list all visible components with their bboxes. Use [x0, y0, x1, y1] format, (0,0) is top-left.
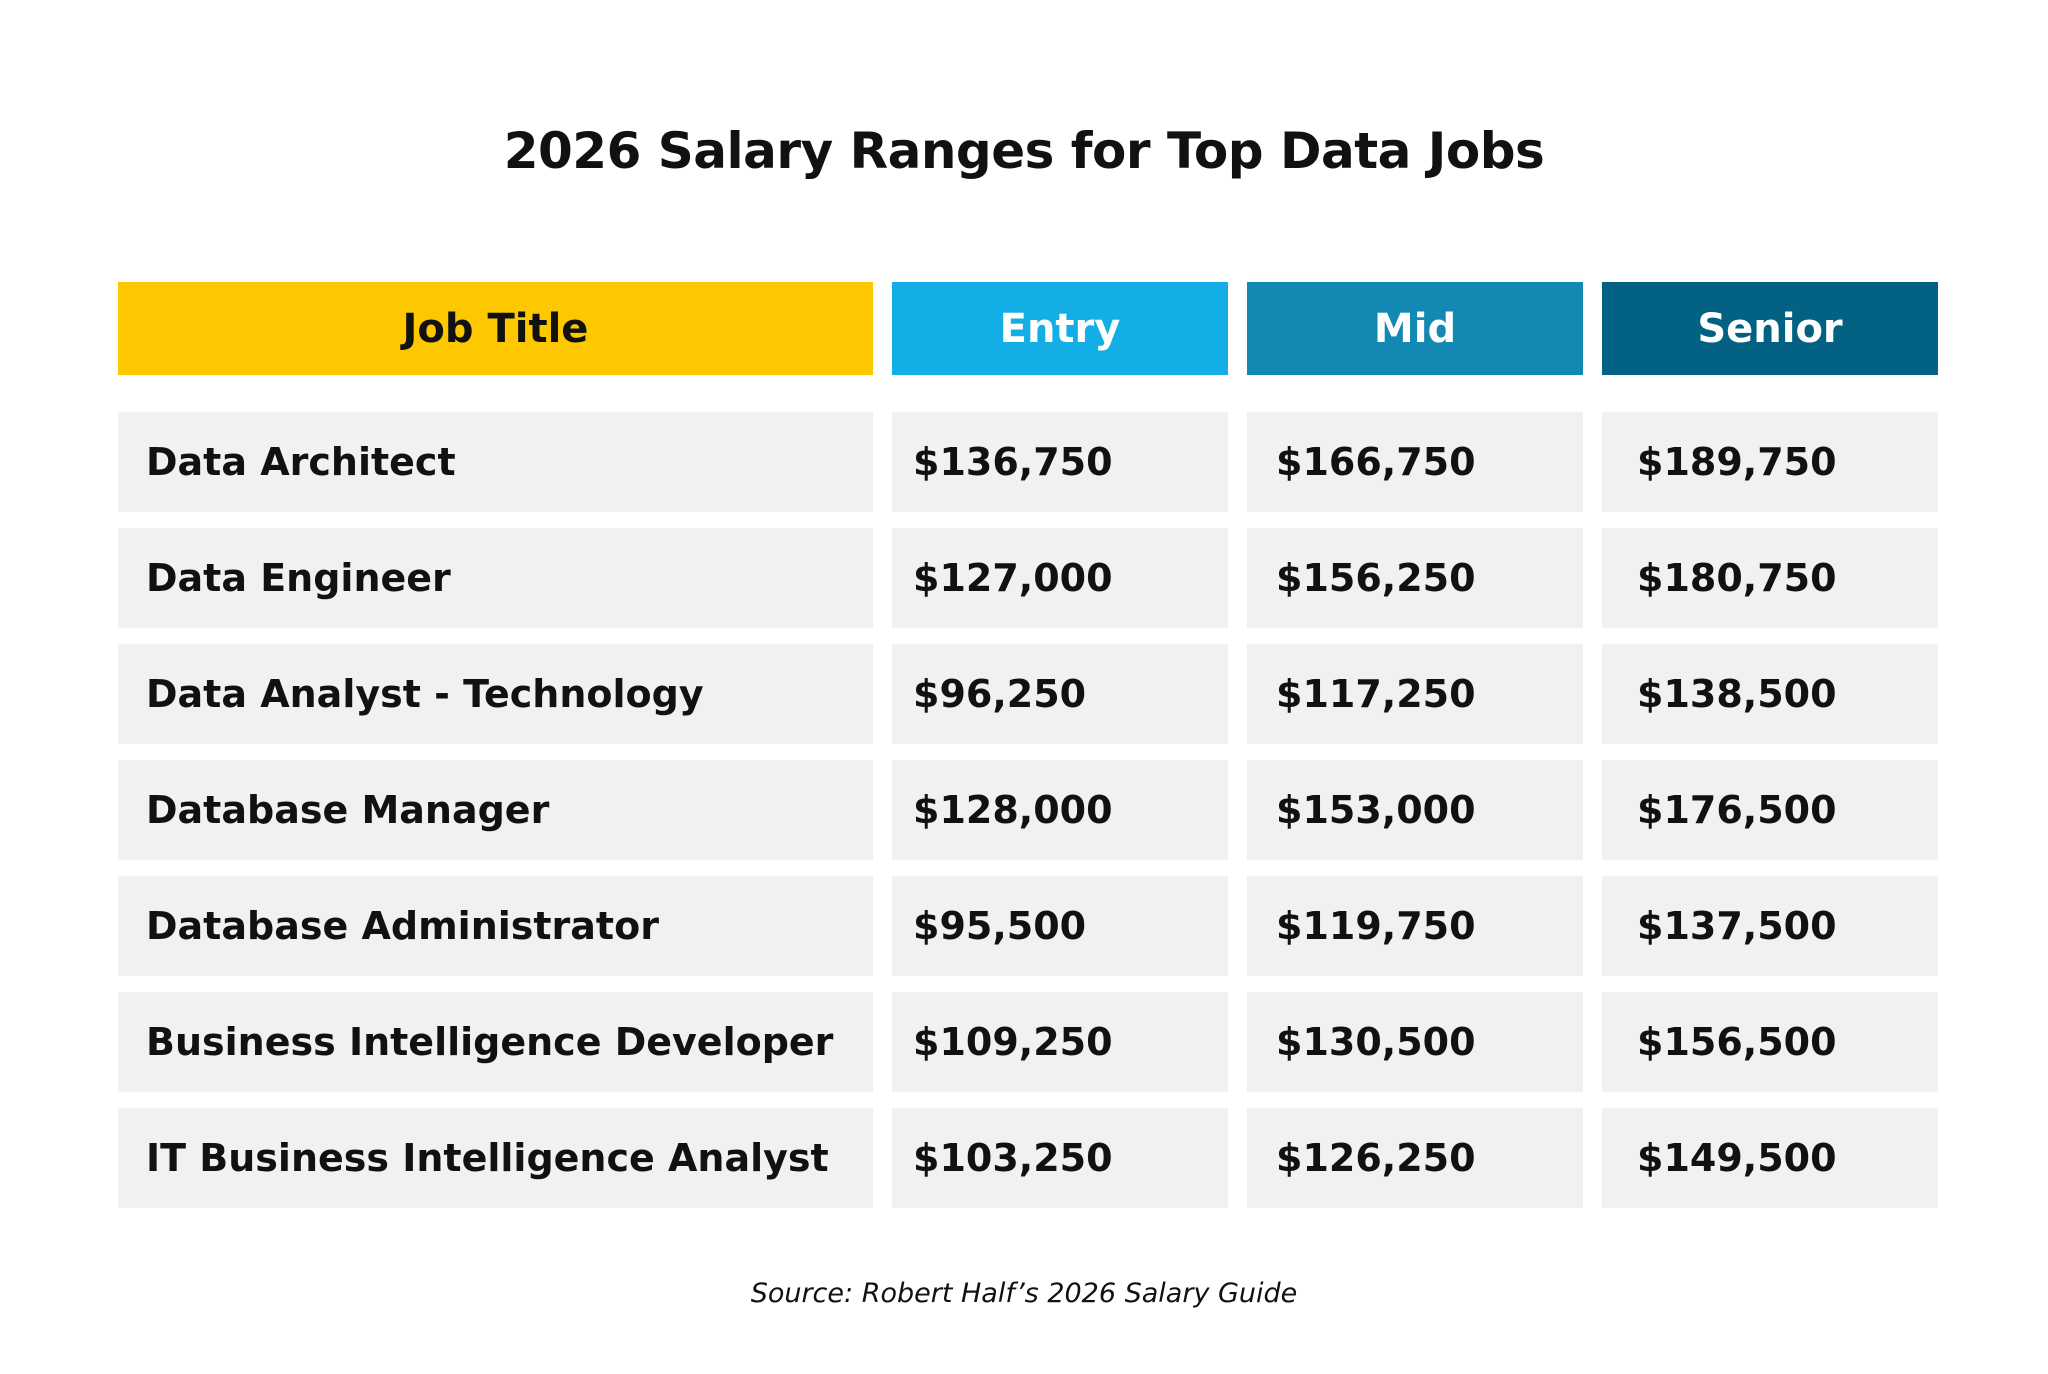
entry-salary-cell: $103,250 [892, 1108, 1228, 1208]
mid-salary-cell: $117,250 [1247, 644, 1583, 744]
entry-salary-cell: $95,500 [892, 876, 1228, 976]
entry-salary-cell: $96,250 [892, 644, 1228, 744]
header-senior: Senior [1602, 282, 1938, 375]
mid-salary-cell: $119,750 [1247, 876, 1583, 976]
mid-salary-cell: $156,250 [1247, 528, 1583, 628]
entry-salary-cell: $127,000 [892, 528, 1228, 628]
source-note: Source: Robert Half’s 2026 Salary Guide [750, 1278, 1298, 1309]
header-entry: Entry [892, 282, 1228, 375]
page-title: 2026 Salary Ranges for Top Data Jobs [503, 122, 1545, 180]
entry-salary-cell: $136,750 [892, 412, 1228, 512]
job-title-cell: Data Architect [118, 412, 873, 512]
mid-salary-cell: $126,250 [1247, 1108, 1583, 1208]
senior-salary-cell: $137,500 [1602, 876, 1938, 976]
senior-salary-cell: $180,750 [1602, 528, 1938, 628]
job-title-cell: Database Administrator [118, 876, 873, 976]
job-title-cell: Data Engineer [118, 528, 873, 628]
senior-salary-cell: $189,750 [1602, 412, 1938, 512]
entry-salary-cell: $128,000 [892, 760, 1228, 860]
senior-salary-cell: $138,500 [1602, 644, 1938, 744]
header-mid: Mid [1247, 282, 1583, 375]
senior-salary-cell: $149,500 [1602, 1108, 1938, 1208]
mid-salary-cell: $130,500 [1247, 992, 1583, 1092]
header-job-title: Job Title [118, 282, 873, 375]
mid-salary-cell: $166,750 [1247, 412, 1583, 512]
mid-salary-cell: $153,000 [1247, 760, 1583, 860]
job-title-cell: Database Manager [118, 760, 873, 860]
senior-salary-cell: $156,500 [1602, 992, 1938, 1092]
entry-salary-cell: $109,250 [892, 992, 1228, 1092]
senior-salary-cell: $176,500 [1602, 760, 1938, 860]
job-title-cell: Data Analyst - Technology [118, 644, 873, 744]
salary-table: Job Title Entry Mid Senior Data Architec… [118, 282, 1938, 1224]
header-spacer [118, 375, 1938, 412]
job-title-cell: Business Intelligence Developer [118, 992, 873, 1092]
job-title-cell: IT Business Intelligence Analyst [118, 1108, 873, 1208]
